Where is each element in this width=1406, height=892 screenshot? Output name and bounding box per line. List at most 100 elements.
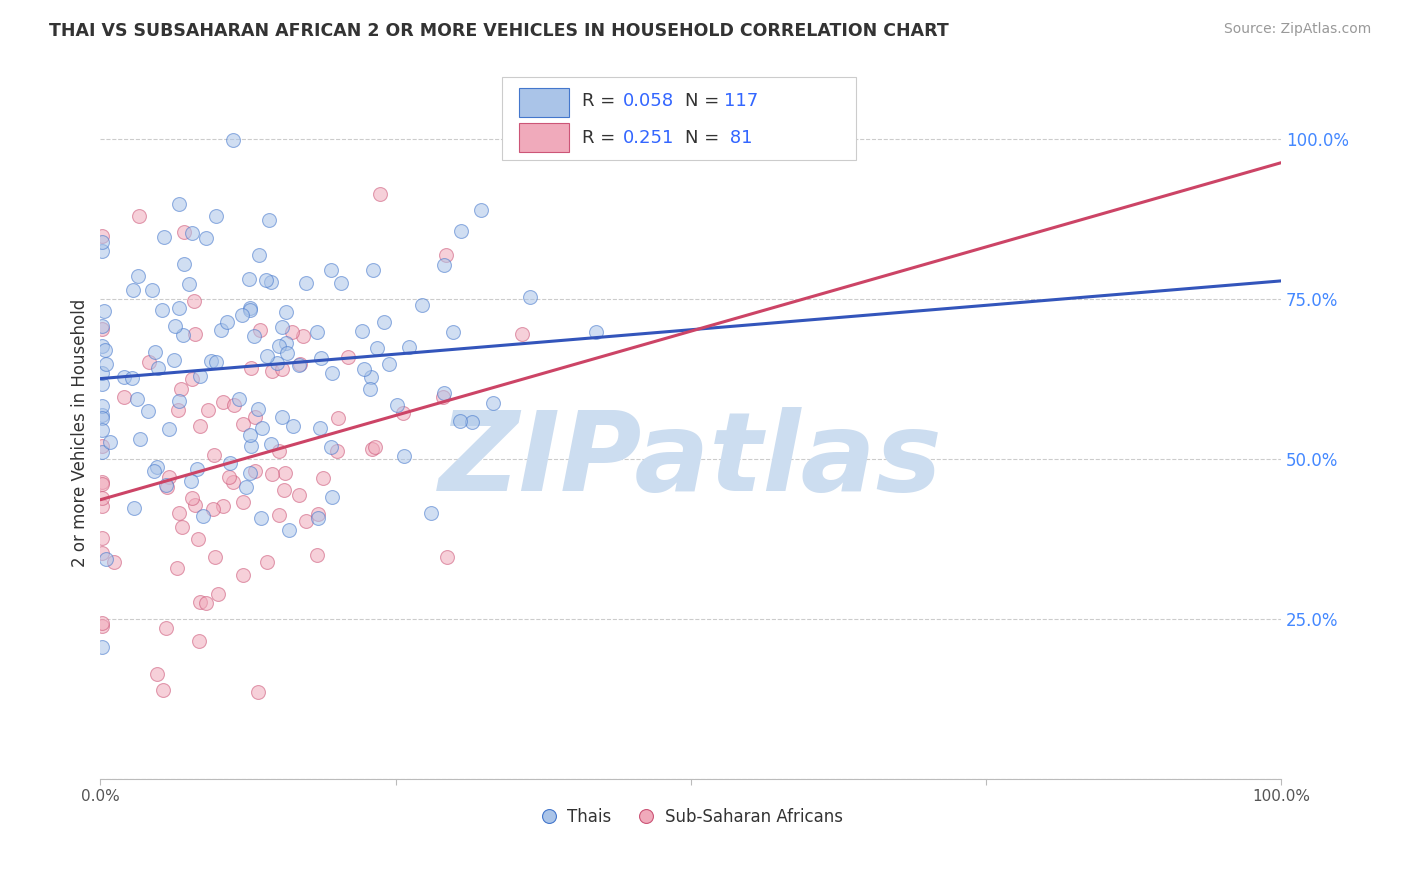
Y-axis label: 2 or more Vehicles in Household: 2 or more Vehicles in Household <box>72 299 89 567</box>
Point <box>360 370 382 384</box>
Point <box>321 366 343 380</box>
Point <box>353 362 375 376</box>
Point <box>146 460 169 475</box>
Point <box>269 339 291 353</box>
Point <box>392 406 415 420</box>
Point <box>90 376 112 391</box>
Point <box>177 277 200 292</box>
Point <box>172 327 194 342</box>
Point <box>368 186 391 201</box>
Point <box>247 685 270 699</box>
Point <box>392 449 415 463</box>
Point <box>155 477 177 491</box>
Point <box>90 445 112 459</box>
Point <box>90 319 112 334</box>
Point <box>239 467 262 481</box>
Point <box>172 520 194 534</box>
Legend: Thais, Sub-Saharan Africans: Thais, Sub-Saharan Africans <box>531 801 849 833</box>
Point <box>359 382 381 396</box>
Point <box>155 621 177 635</box>
Text: R =: R = <box>582 92 621 110</box>
Point <box>103 555 125 569</box>
Point <box>90 411 112 425</box>
Text: ZIPatlas: ZIPatlas <box>439 408 942 515</box>
Point <box>398 340 420 354</box>
Point <box>288 488 311 502</box>
Point <box>157 469 180 483</box>
Point <box>207 587 229 601</box>
Point <box>93 304 115 318</box>
Point <box>270 362 292 376</box>
Point <box>200 354 222 368</box>
Point <box>90 499 112 513</box>
Point <box>273 467 295 481</box>
Point <box>201 502 224 516</box>
Point <box>276 336 298 351</box>
Point <box>436 550 458 565</box>
Point <box>166 561 188 575</box>
Point <box>166 402 188 417</box>
Point <box>127 268 149 283</box>
Point <box>411 298 433 312</box>
Point <box>294 515 316 529</box>
Point <box>243 464 266 478</box>
Point <box>363 440 385 454</box>
Point <box>441 325 464 339</box>
Point <box>267 443 290 458</box>
Text: N =: N = <box>685 128 718 146</box>
Point <box>188 594 211 608</box>
Point <box>194 230 217 244</box>
Point <box>328 410 350 425</box>
Point <box>330 276 353 290</box>
Point <box>311 470 333 484</box>
Point <box>181 491 204 505</box>
Point <box>337 350 360 364</box>
Point <box>259 275 281 289</box>
Point <box>256 555 278 569</box>
Text: THAI VS SUBSAHARAN AFRICAN 2 OR MORE VEHICLES IN HOUSEHOLD CORRELATION CHART: THAI VS SUBSAHARAN AFRICAN 2 OR MORE VEH… <box>49 22 949 40</box>
Point <box>291 329 314 343</box>
Text: 0.058: 0.058 <box>623 92 675 110</box>
Point <box>138 355 160 369</box>
Point <box>235 480 257 494</box>
Point <box>290 357 312 371</box>
Point <box>256 349 278 363</box>
Point <box>238 272 260 286</box>
Point <box>232 417 254 431</box>
Point <box>461 415 484 429</box>
Point <box>90 615 112 630</box>
Point <box>98 434 121 449</box>
Point <box>470 202 492 217</box>
Point <box>173 225 195 239</box>
Point <box>128 209 150 223</box>
Point <box>188 369 211 384</box>
FancyBboxPatch shape <box>502 78 856 161</box>
Point <box>246 401 269 416</box>
Point <box>239 301 262 315</box>
Point <box>361 442 384 456</box>
Point <box>169 394 191 409</box>
Point <box>188 419 211 434</box>
Point <box>90 244 112 259</box>
Point <box>266 356 288 370</box>
Point <box>259 212 281 227</box>
Point <box>187 633 209 648</box>
Point <box>94 552 117 566</box>
Point <box>239 428 262 442</box>
Point <box>152 682 174 697</box>
Point <box>510 326 533 341</box>
Point <box>228 392 250 406</box>
Point <box>385 398 408 412</box>
Point <box>273 483 295 497</box>
Point <box>307 510 329 524</box>
Point <box>180 474 202 488</box>
Point <box>90 531 112 545</box>
Point <box>90 477 112 491</box>
Point <box>450 224 472 238</box>
Point <box>295 276 318 290</box>
Point <box>143 464 166 478</box>
Text: Source: ZipAtlas.com: Source: ZipAtlas.com <box>1223 22 1371 37</box>
Point <box>281 325 304 339</box>
Point <box>519 290 541 304</box>
Point <box>202 448 225 462</box>
